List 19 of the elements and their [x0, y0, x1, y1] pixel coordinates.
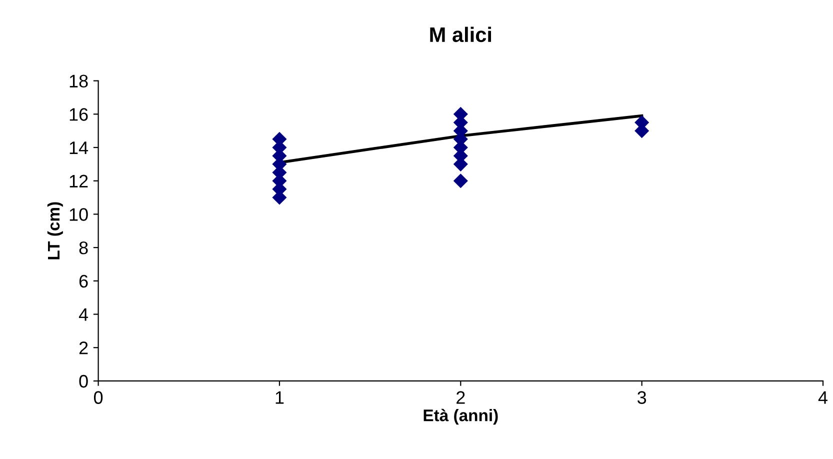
x-tick-label: 0 — [94, 391, 103, 404]
chart-title: M alici — [430, 26, 492, 42]
y-axis-title: LT (cm) — [47, 202, 63, 260]
y-tick-label: 14 — [70, 142, 88, 154]
y-tick-label: 8 — [79, 241, 88, 254]
y-tick-label: 4 — [78, 308, 88, 321]
x-tick-label: 2 — [456, 391, 465, 404]
y-tick-label: 16 — [70, 108, 88, 121]
y-tick-label: 6 — [79, 274, 88, 288]
y-tick-label: 18 — [70, 74, 88, 88]
x-axis-title: Età (anni) — [424, 408, 498, 425]
x-tick-label: 1 — [276, 391, 284, 404]
x-tick-label: 3 — [637, 391, 646, 404]
y-tick-label: 0 — [79, 374, 88, 388]
y-tick-label: 10 — [70, 208, 88, 221]
x-tick-label: 4 — [818, 391, 828, 404]
point — [453, 174, 468, 188]
y-tick-label: 2 — [79, 342, 88, 354]
y-tick-label: 12 — [70, 174, 88, 188]
